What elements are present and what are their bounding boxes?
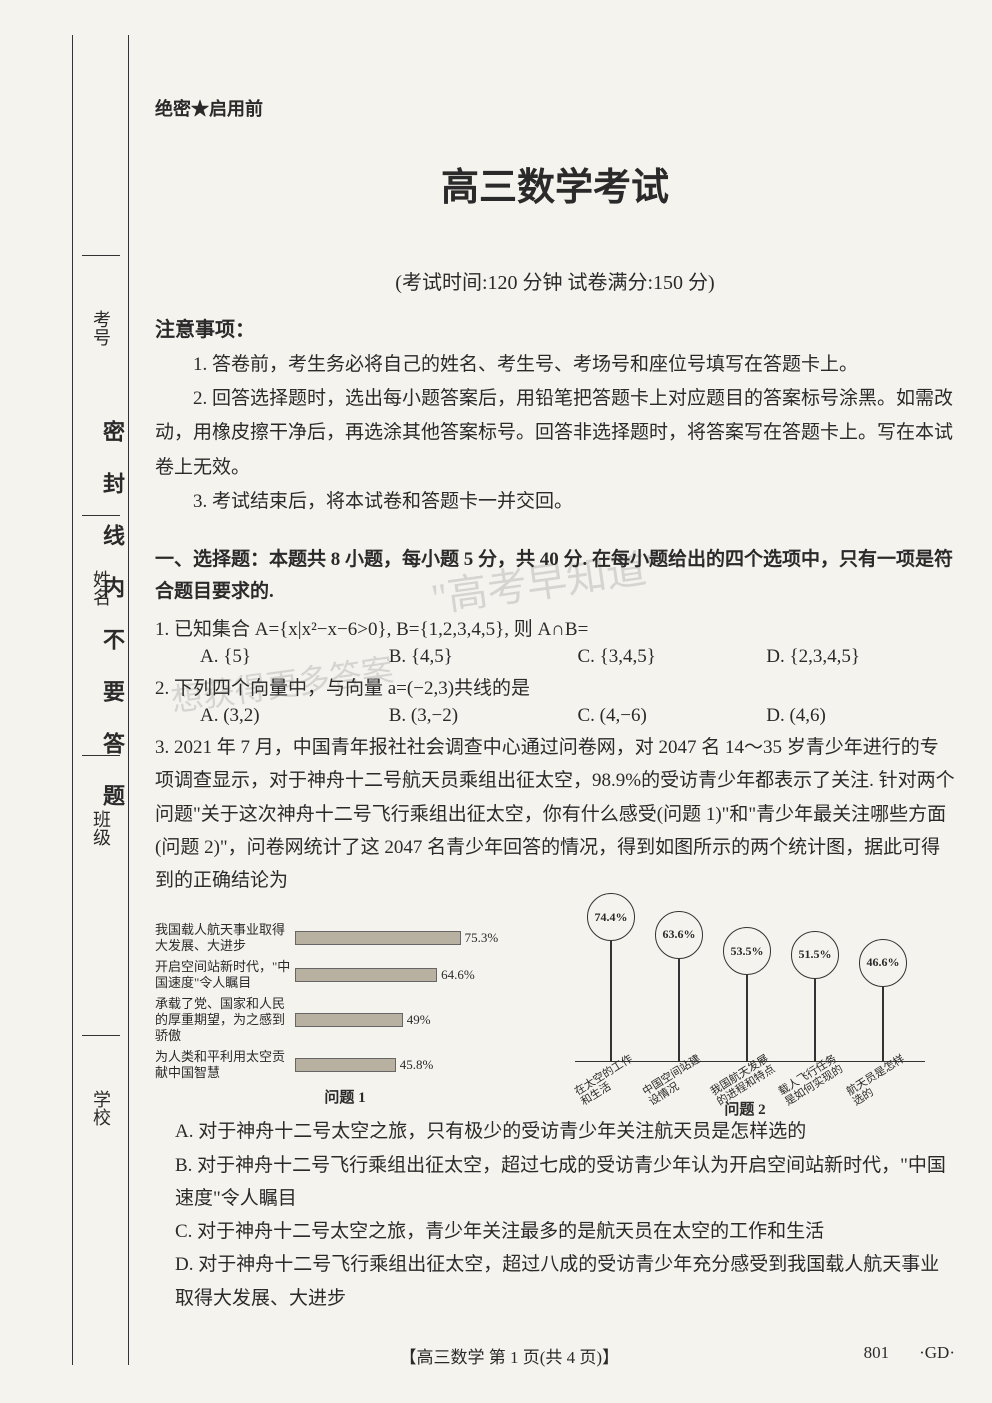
q1-opt-c: C. {3,4,5}: [578, 646, 767, 668]
q1-opt-d: D. {2,3,4,5}: [766, 646, 955, 668]
q2-opt-d: D. (4,6): [766, 705, 955, 727]
margin-line-outer: [72, 35, 73, 1365]
chart1-bar-row: 开启空间站新时代，"中国速度"令人瞩目 64.6%: [155, 959, 535, 990]
chart1-bar-fill: [295, 1013, 403, 1027]
chart2-circle: 53.5%: [723, 927, 771, 975]
chart2-circle: 74.4%: [587, 893, 635, 941]
chart1-bar-label: 为人类和平利用太空贡献中国智慧: [155, 1049, 295, 1080]
chart2-title: 问题 2: [565, 1098, 925, 1119]
chart1-bar-row: 为人类和平利用太空贡献中国智慧 45.8%: [155, 1049, 535, 1080]
side-line-4: [82, 1035, 120, 1036]
q3-options: A. 对于神舟十二号太空之旅，只有极少的受访青少年关注航天员是怎样选的 B. 对…: [155, 1115, 955, 1315]
q1-opt-a: A. {5}: [200, 646, 389, 668]
exam-title: 高三数学考试: [155, 156, 955, 211]
chart1-bar-fill: [295, 1058, 396, 1072]
footer: 【高三数学 第 1 页(共 4 页)】 801 ·GD·: [155, 1343, 955, 1368]
chart1-title: 问题 1: [155, 1086, 535, 1107]
chart2-stick: [678, 959, 680, 1062]
side-label-examid: 考号: [88, 310, 114, 346]
chart-2: 74.4%在太空的工作和生活63.6%中国空间站建设情况53.5%我国航天发展的…: [565, 907, 925, 1107]
q2-opt-c: C. (4,−6): [578, 705, 767, 727]
q3-opt-b: B. 对于神舟十二号飞行乘组出征太空，超过七成的受访青少年认为开启空间站新时代，…: [175, 1149, 955, 1216]
chart2-stick: [746, 975, 748, 1062]
seal-line-text: 密封线内不要答题: [96, 420, 128, 836]
chart2-stick: [610, 941, 612, 1062]
q2-options: A. (3,2) B. (3,−2) C. (4,−6) D. (4,6): [155, 705, 955, 727]
footer-page: 【高三数学 第 1 页(共 4 页)】: [155, 1343, 864, 1368]
chart2-circle: 46.6%: [859, 939, 907, 987]
q3-opt-a: A. 对于神舟十二号太空之旅，只有极少的受访青少年关注航天员是怎样选的: [175, 1115, 955, 1148]
chart1-bar-value: 45.8%: [400, 1057, 434, 1073]
chart2-stick: [814, 979, 816, 1063]
chart1-bar-fill: [295, 931, 461, 945]
q2-stem: 2. 下列四个向量中，与向量 a=(−2,3)共线的是: [155, 672, 955, 705]
footer-code: 801: [864, 1343, 890, 1368]
chart2-circle: 51.5%: [791, 931, 839, 979]
q1-opt-b: B. {4,5}: [389, 646, 578, 668]
notice-1: 1. 答卷前，考生务必将自己的姓名、考生号、考场号和座位号填写在答题卡上。: [155, 348, 955, 382]
q1-stem: 1. 已知集合 A={x|x²−x−6>0}, B={1,2,3,4,5}, 则…: [155, 613, 955, 646]
chart2-circle: 63.6%: [655, 911, 703, 959]
chart1-bar-value: 49%: [407, 1012, 431, 1028]
side-line-1: [82, 255, 120, 256]
chart1-bar-label: 承载了党、国家和人民的厚重期望，为之感到骄傲: [155, 996, 295, 1043]
q2-opt-a: A. (3,2): [200, 705, 389, 727]
exam-subtitle: (考试时间:120 分钟 试卷满分:150 分): [155, 266, 955, 295]
chart1-bar-row: 承载了党、国家和人民的厚重期望，为之感到骄傲 49%: [155, 996, 535, 1043]
chart1-bar-label: 开启空间站新时代，"中国速度"令人瞩目: [155, 959, 295, 990]
chart1-bar-value: 64.6%: [441, 967, 475, 983]
chart1-bar-fill: [295, 968, 437, 982]
chart1-bar-row: 我国载人航天事业取得大发展、大进步 75.3%: [155, 922, 535, 953]
notice-2: 2. 回答选择题时，选出每小题答案后，用铅笔把答题卡上对应题目的答案标号涂黑。如…: [155, 382, 955, 485]
side-label-school: 学校: [88, 1090, 114, 1126]
charts-row: 我国载人航天事业取得大发展、大进步 75.3% 开启空间站新时代，"中国速度"令人瞩…: [155, 907, 955, 1107]
q3-opt-c: C. 对于神舟十二号太空之旅，青少年关注最多的是航天员在太空的工作和生活: [175, 1215, 955, 1248]
notice-header: 注意事项：: [155, 313, 955, 342]
margin-line-inner: [128, 35, 129, 1365]
chart1-bar-value: 75.3%: [465, 930, 499, 946]
footer-gd: ·GD·: [919, 1343, 955, 1368]
section-1-header: 一、选择题：本题共 8 小题，每小题 5 分，共 40 分. 在每小题给出的四个…: [155, 544, 955, 609]
notice-3: 3. 考试结束后，将本试卷和答题卡一并交回。: [155, 485, 955, 519]
q2-opt-b: B. (3,−2): [389, 705, 578, 727]
classified-label: 绝密★启用前: [155, 95, 955, 121]
chart-1: 我国载人航天事业取得大发展、大进步 75.3% 开启空间站新时代，"中国速度"令人瞩…: [155, 922, 535, 1107]
chart2-stick: [882, 987, 884, 1063]
q3-stem: 3. 2021 年 7 月，中国青年报社社会调查中心通过问卷网，对 2047 名…: [155, 731, 955, 897]
q3-opt-d: D. 对于神舟十二号飞行乘组出征太空，超过八成的受访青少年充分感受到我国载人航天…: [175, 1248, 955, 1315]
chart1-bar-label: 我国载人航天事业取得大发展、大进步: [155, 922, 295, 953]
q1-options: A. {5} B. {4,5} C. {3,4,5} D. {2,3,4,5}: [155, 646, 955, 668]
